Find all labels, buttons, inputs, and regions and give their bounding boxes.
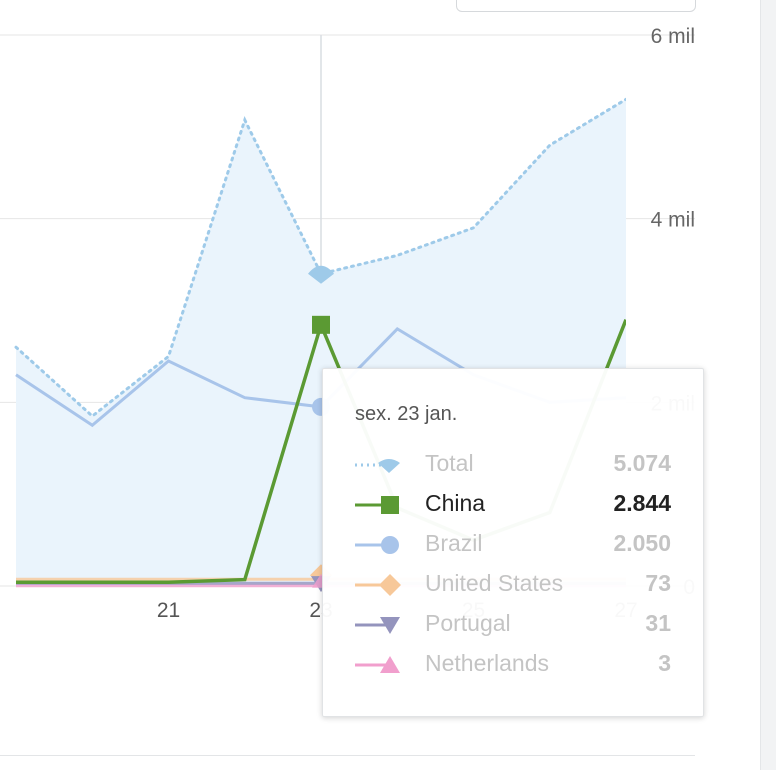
tooltip-series-value: 3 [658, 650, 671, 676]
total-icon [355, 459, 400, 473]
scrollbar-track[interactable] [760, 0, 776, 770]
chart-tooltip: sex. 23 jan. Total 5.074 China 2.844 Bra… [322, 368, 704, 717]
tooltip-series-name: United States [425, 570, 564, 596]
diamond-icon [355, 574, 401, 596]
tooltip-series-value: 5.074 [613, 450, 671, 476]
y-tick-label: 6 mil [651, 25, 695, 48]
point-total [308, 265, 334, 284]
tooltip-row-brazil: Brazil 2.050 [323, 525, 703, 565]
triangle-up-icon [355, 656, 400, 673]
x-tick-label: 21 [157, 599, 180, 622]
circle-icon [355, 536, 399, 554]
range-selector[interactable] [456, 0, 696, 12]
tooltip-series-value: 73 [645, 570, 671, 596]
tooltip-series-value: 31 [645, 610, 671, 636]
bottom-divider [0, 755, 695, 756]
tooltip-series-value: 2.844 [613, 490, 671, 516]
tooltip-date: sex. 23 jan. [355, 403, 458, 425]
series-total-line [14, 97, 626, 419]
y-tick-label: 4 mil [651, 209, 695, 232]
point-china [312, 315, 330, 334]
tooltip-series-name: Brazil [425, 530, 483, 556]
tooltip-row-total: Total 5.074 [323, 445, 703, 485]
tooltip-series-value: 2.050 [613, 530, 671, 556]
tooltip-row-china: China 2.844 [323, 485, 703, 525]
tooltip-row-portugal: Portugal 31 [323, 605, 703, 645]
tooltip-row-netherlands: Netherlands 3 [323, 645, 703, 685]
tooltip-series-name: China [425, 490, 486, 516]
tooltip-series-name: Netherlands [425, 650, 550, 676]
tooltip-series-name: Total [425, 450, 474, 476]
triangle-down-icon [355, 617, 400, 634]
tooltip-series-name: Portugal [425, 610, 511, 636]
square-icon [355, 496, 399, 514]
tooltip-row-united-states: United States 73 [323, 565, 703, 605]
